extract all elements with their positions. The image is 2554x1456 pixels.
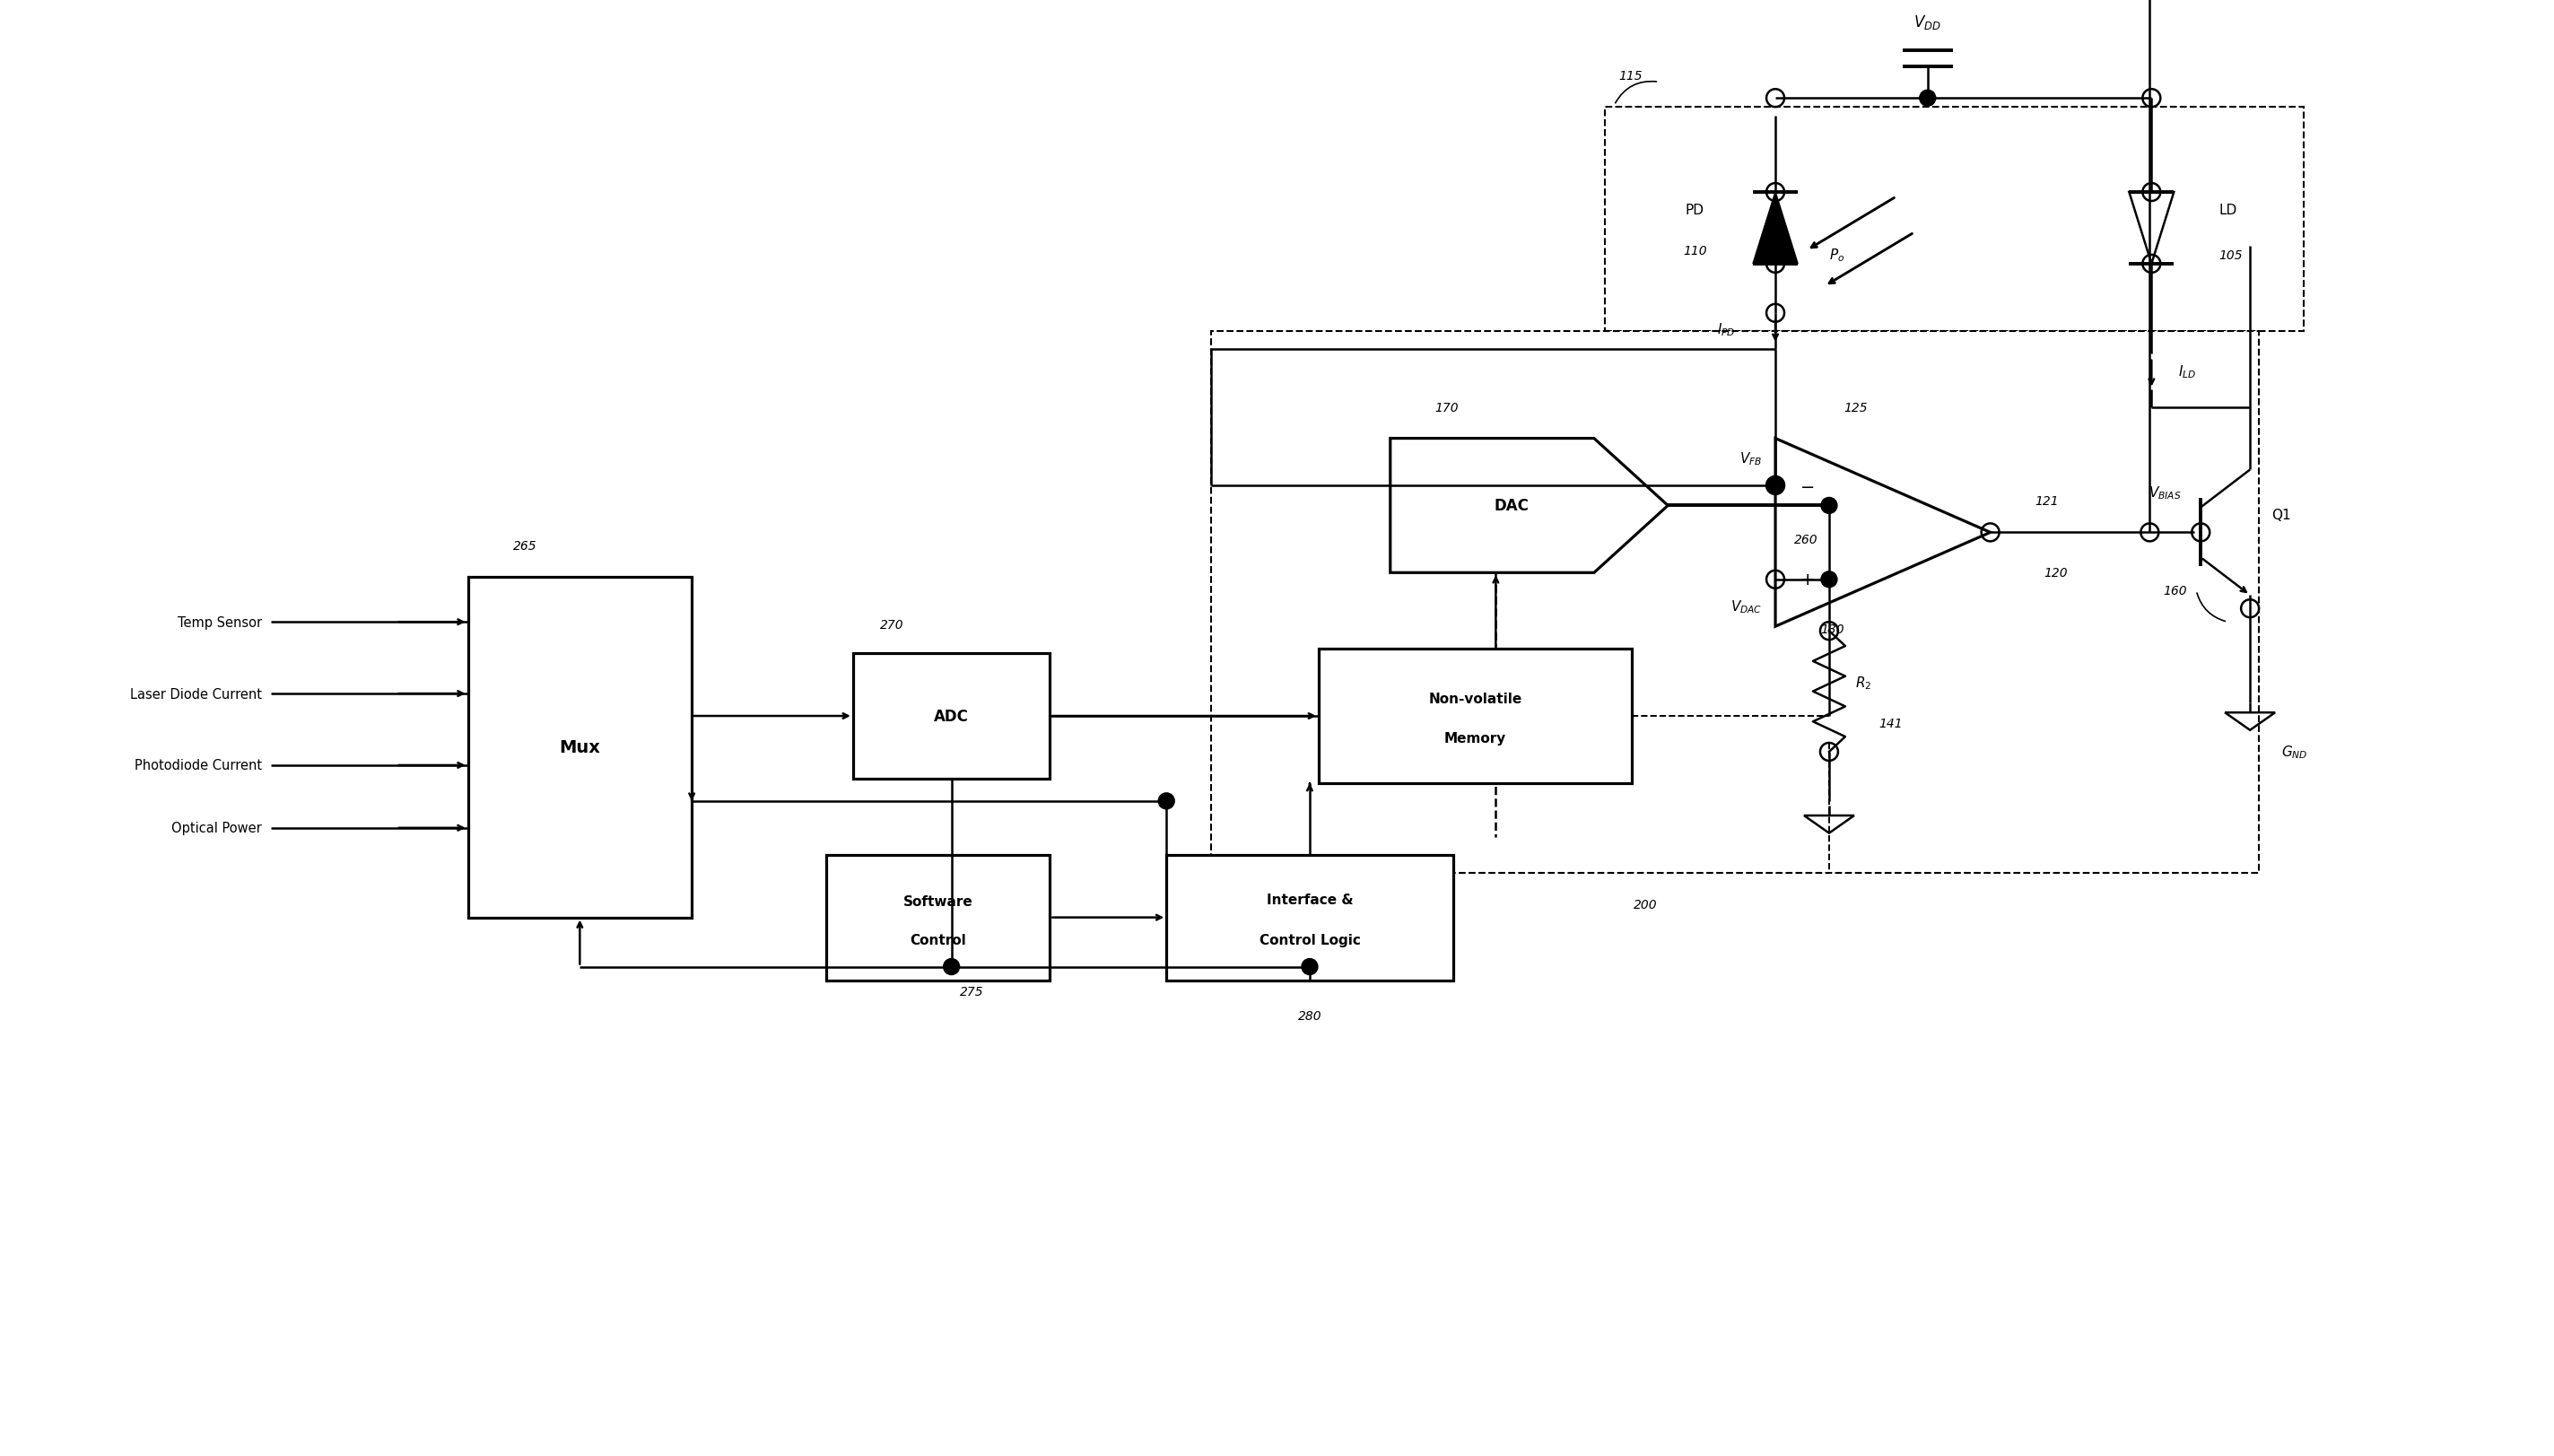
Polygon shape <box>1752 192 1798 265</box>
Text: 200: 200 <box>1635 898 1658 910</box>
Text: Interface &: Interface & <box>1267 893 1354 907</box>
Circle shape <box>1821 498 1836 514</box>
Text: 260: 260 <box>1795 534 1818 546</box>
Text: 170: 170 <box>1435 402 1458 414</box>
Text: $-$: $-$ <box>1801 478 1813 495</box>
Bar <box>1318 649 1632 783</box>
Text: $V_{DD}$: $V_{DD}$ <box>1913 13 1941 32</box>
Circle shape <box>1160 794 1175 810</box>
Circle shape <box>1303 960 1318 976</box>
Text: DAC: DAC <box>1494 498 1530 514</box>
Text: 275: 275 <box>960 986 983 999</box>
Text: $P_o$: $P_o$ <box>1829 248 1844 264</box>
Text: 105: 105 <box>2219 249 2242 262</box>
Circle shape <box>1767 478 1783 494</box>
Text: 115: 115 <box>1619 70 1642 83</box>
Text: 125: 125 <box>1844 402 1867 414</box>
Bar <box>1606 108 2304 332</box>
Bar <box>853 654 1050 779</box>
Text: 141: 141 <box>1877 716 1903 729</box>
Text: 270: 270 <box>879 619 904 632</box>
Text: $V_{DAC}$: $V_{DAC}$ <box>1729 598 1762 614</box>
Text: 121: 121 <box>2036 495 2059 508</box>
Text: 110: 110 <box>1683 245 1706 258</box>
Circle shape <box>1821 572 1836 588</box>
Text: LD: LD <box>2219 204 2237 217</box>
Bar <box>1211 332 2258 874</box>
Text: Software: Software <box>904 895 973 909</box>
Text: Control Logic: Control Logic <box>1259 933 1361 946</box>
Bar <box>1167 855 1453 980</box>
Text: Photodiode Current: Photodiode Current <box>135 759 263 772</box>
Text: Memory: Memory <box>1446 732 1507 745</box>
Bar <box>825 855 1050 980</box>
Text: $V_{FB}$: $V_{FB}$ <box>1739 451 1762 467</box>
Text: Laser Diode Current: Laser Diode Current <box>130 687 263 700</box>
Text: 120: 120 <box>2043 566 2069 579</box>
Text: Q1: Q1 <box>2271 508 2291 521</box>
Text: $I_{PD}$: $I_{PD}$ <box>1716 322 1734 338</box>
Text: Mux: Mux <box>559 740 600 756</box>
Text: $+$: $+$ <box>1801 571 1813 588</box>
Text: $V_{BIAS}$: $V_{BIAS}$ <box>2148 485 2181 501</box>
Text: Control: Control <box>909 933 965 946</box>
Circle shape <box>1921 90 1936 106</box>
Text: Optical Power: Optical Power <box>171 821 263 834</box>
Bar <box>467 578 692 917</box>
Text: 280: 280 <box>1297 1010 1320 1022</box>
Text: 160: 160 <box>2163 585 2186 597</box>
Text: $R_2$: $R_2$ <box>1854 674 1872 692</box>
Text: $G_{ND}$: $G_{ND}$ <box>2281 744 2309 760</box>
Text: Temp Sensor: Temp Sensor <box>176 616 263 629</box>
Text: ADC: ADC <box>935 708 968 725</box>
Text: Non-volatile: Non-volatile <box>1428 692 1522 705</box>
Circle shape <box>942 960 960 976</box>
Text: 130: 130 <box>1821 623 1844 635</box>
Text: PD: PD <box>1686 204 1704 217</box>
Text: 265: 265 <box>513 540 536 553</box>
Text: $I_{LD}$: $I_{LD}$ <box>2179 364 2196 380</box>
